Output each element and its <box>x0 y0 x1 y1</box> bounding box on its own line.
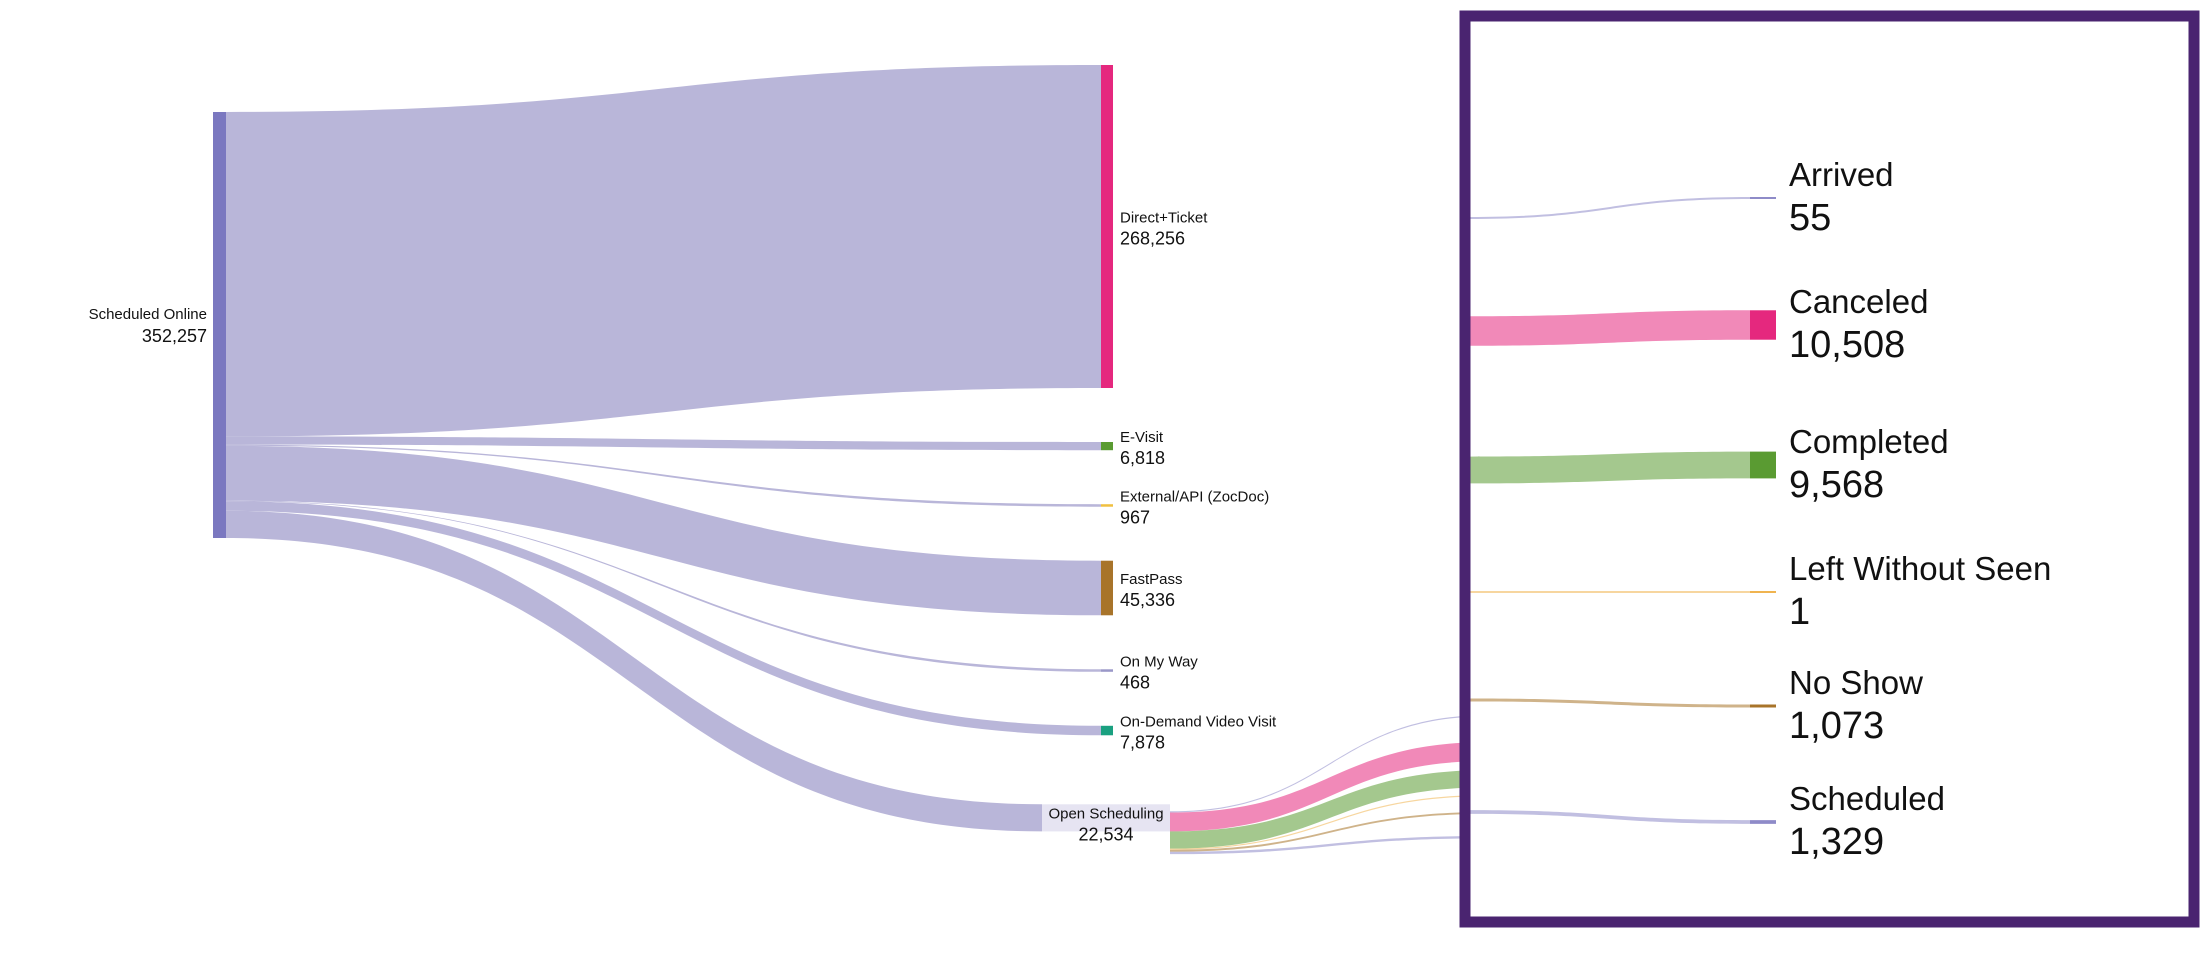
target-label-on-my-way: On My Way <box>1120 654 1198 671</box>
target-label-on-demand-video-visit: On-Demand Video Visit <box>1120 714 1277 731</box>
node-on-demand-video-visit[interactable] <box>1101 725 1113 736</box>
zoom-node-scheduled[interactable] <box>1750 820 1776 824</box>
zoom-node-arrived[interactable] <box>1750 197 1776 199</box>
target-value-direct-ticket: 268,256 <box>1120 229 1185 249</box>
link-open-scheduling-no-show[interactable] <box>1170 812 1490 852</box>
zoom-value-completed: 9,568 <box>1789 464 1884 506</box>
zoom-link-left-without-seen[interactable] <box>1470 591 1750 593</box>
node-fastpass[interactable] <box>1101 560 1113 616</box>
link-open-scheduling-arrived[interactable] <box>1170 715 1490 813</box>
link-open-scheduling-canceled[interactable] <box>1170 742 1490 832</box>
zoom-value-canceled: 10,508 <box>1789 324 1905 366</box>
target-label-fastpass: FastPass <box>1120 571 1183 588</box>
node-scheduled-online[interactable] <box>213 112 226 538</box>
zoom-node-completed[interactable] <box>1750 451 1776 479</box>
zoom-nodes <box>1750 197 1776 824</box>
zoom-label-arrived: Arrived <box>1789 156 1894 193</box>
zoom-label-completed: Completed <box>1789 423 1949 460</box>
zoom-value-arrived: 55 <box>1789 197 1831 239</box>
link-open-scheduling-left-without-seen[interactable] <box>1170 795 1490 850</box>
zoom-label-scheduled: Scheduled <box>1789 780 1945 817</box>
link-open-scheduling[interactable] <box>226 510 1042 832</box>
zoom-value-left-without-seen: 1 <box>1789 591 1810 633</box>
zoom-panel: Arrived 55 Canceled 10,508 Completed 9,568 Lef… <box>1470 20 2192 917</box>
link-on-my-way[interactable] <box>226 500 1101 672</box>
link-open-scheduling-scheduled[interactable] <box>1170 836 1490 855</box>
zoom-link-arrived[interactable] <box>1470 197 1750 219</box>
node-on-my-way[interactable] <box>1101 669 1113 672</box>
target-label-e-visit: E-Visit <box>1120 429 1164 446</box>
node-external-api-zocdoc[interactable] <box>1101 504 1113 507</box>
link-on-demand-video-visit[interactable] <box>226 501 1101 736</box>
target-value-e-visit: 6,818 <box>1120 448 1165 468</box>
zoom-link-canceled[interactable] <box>1470 310 1750 346</box>
target-value-on-demand-video-visit: 7,878 <box>1120 733 1165 753</box>
zoom-node-left-without-seen[interactable] <box>1750 591 1776 593</box>
link-e-visit[interactable] <box>226 436 1101 451</box>
zoom-links <box>1470 197 1750 824</box>
zoom-value-no-show: 1,073 <box>1789 705 1884 747</box>
zoom-panel-frame <box>1459 10 2200 928</box>
sankey-nodes <box>213 65 1170 832</box>
sankey-labels: Scheduled Online 352,257 Direct+Ticket 268,… <box>89 210 1277 845</box>
source-label: Scheduled Online <box>89 306 207 323</box>
target-value-external-api-zocdoc: 967 <box>1120 507 1150 527</box>
target-label-direct-ticket: Direct+Ticket <box>1120 210 1208 227</box>
zoom-label-no-show: No Show <box>1789 664 1923 701</box>
zoom-link-scheduled[interactable] <box>1470 810 1750 824</box>
target-label-external-api-zocdoc: External/API (ZocDoc) <box>1120 488 1269 505</box>
link-fastpass[interactable] <box>226 445 1101 616</box>
zoom-value-scheduled: 1,329 <box>1789 821 1884 863</box>
target-value-fastpass: 45,336 <box>1120 590 1175 610</box>
target-value-on-my-way: 468 <box>1120 673 1150 693</box>
sankey-links <box>226 65 1490 855</box>
node-e-visit[interactable] <box>1101 442 1113 451</box>
zoom-label-left-without-seen: Left Without Seen <box>1789 550 2051 587</box>
zoom-link-no-show[interactable] <box>1470 698 1750 708</box>
source-value: 352,257 <box>142 326 207 346</box>
zoom-node-no-show[interactable] <box>1750 704 1776 708</box>
node-direct-ticket[interactable] <box>1101 65 1113 388</box>
zoom-labels: Arrived 55 Canceled 10,508 Completed 9,568 Lef… <box>1789 156 2051 863</box>
target-value-open-scheduling: 22,534 <box>1078 824 1133 844</box>
link-open-scheduling-completed[interactable] <box>1170 770 1490 849</box>
node-open-scheduling[interactable] <box>1042 804 1170 832</box>
link-external-api-zocdoc[interactable] <box>226 444 1101 507</box>
zoom-label-canceled: Canceled <box>1789 283 1928 320</box>
zoom-node-canceled[interactable] <box>1750 310 1776 340</box>
target-label-open-scheduling: Open Scheduling <box>1048 805 1163 822</box>
link-direct-ticket[interactable] <box>226 65 1101 437</box>
zoom-link-completed[interactable] <box>1470 451 1750 484</box>
